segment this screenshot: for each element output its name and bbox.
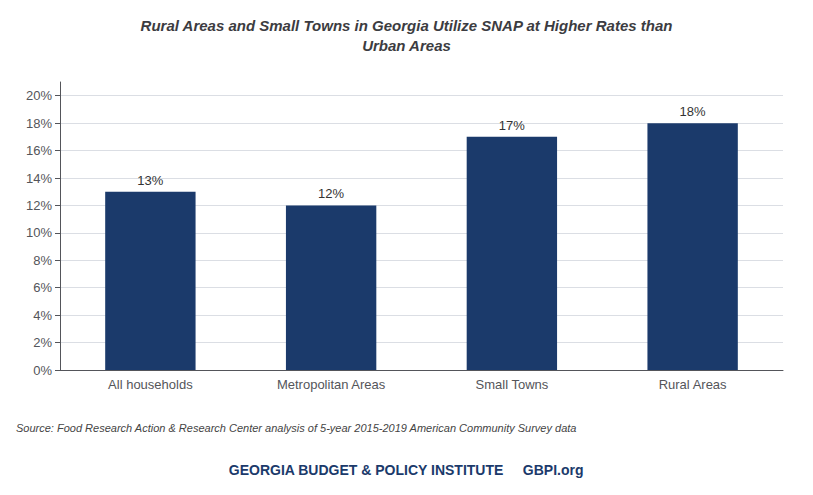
svg-text:Rural Areas: Rural Areas (659, 377, 727, 392)
svg-text:6%: 6% (33, 280, 52, 295)
svg-text:GEORGIA BUDGET & POLICY INSTIT: GEORGIA BUDGET & POLICY INSTITUTE GBPI.o… (229, 462, 584, 478)
svg-text:2%: 2% (33, 335, 52, 350)
svg-text:10%: 10% (26, 225, 52, 240)
svg-text:8%: 8% (33, 253, 52, 268)
svg-text:12%: 12% (318, 186, 344, 201)
svg-text:Small Towns: Small Towns (476, 377, 549, 392)
svg-text:Rural Areas and Small Towns in: Rural Areas and Small Towns in Georgia U… (141, 17, 673, 34)
svg-text:Source: Food Research Action &: Source: Food Research Action & Research … (16, 422, 576, 434)
svg-text:Metropolitan Areas: Metropolitan Areas (277, 377, 386, 392)
svg-text:13%: 13% (137, 173, 163, 188)
svg-text:4%: 4% (33, 308, 52, 323)
svg-text:20%: 20% (26, 88, 52, 103)
svg-text:14%: 14% (26, 171, 52, 186)
svg-text:All households: All households (108, 377, 193, 392)
svg-text:12%: 12% (26, 198, 52, 213)
svg-text:0%: 0% (33, 363, 52, 378)
svg-text:16%: 16% (26, 143, 52, 158)
svg-text:Urban Areas: Urban Areas (362, 37, 451, 54)
svg-text:18%: 18% (26, 116, 52, 131)
svg-text:18%: 18% (680, 104, 706, 119)
svg-text:17%: 17% (499, 118, 525, 133)
